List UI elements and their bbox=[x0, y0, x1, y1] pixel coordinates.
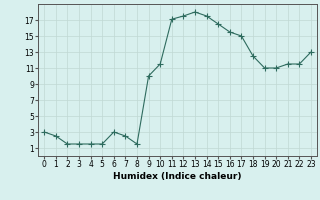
X-axis label: Humidex (Indice chaleur): Humidex (Indice chaleur) bbox=[113, 172, 242, 181]
